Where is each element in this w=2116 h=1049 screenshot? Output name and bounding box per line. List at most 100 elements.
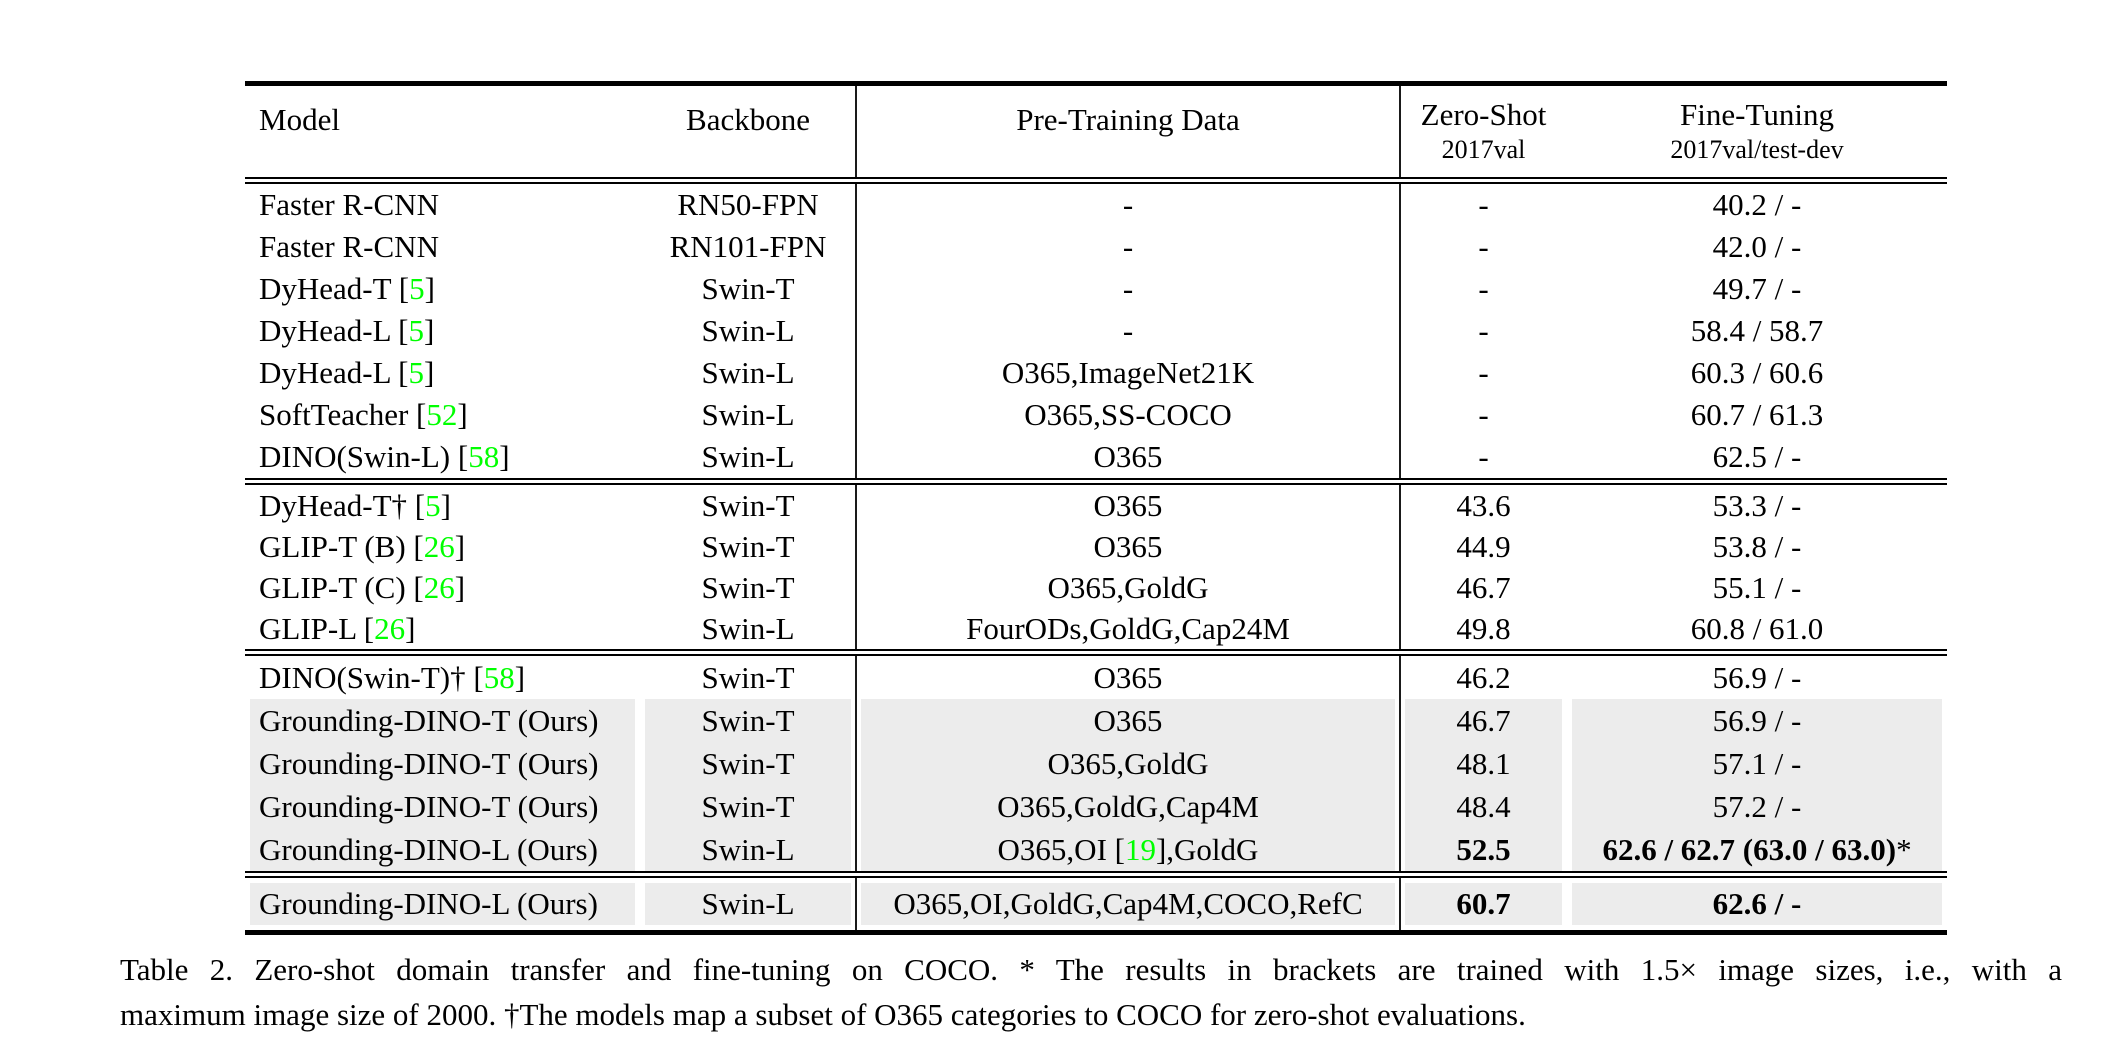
cell-pretraining-data: - xyxy=(1122,187,1134,222)
cell-backbone: Swin-L xyxy=(701,397,795,432)
cell-fine-tuning-value: 42.0 / - xyxy=(1712,229,1802,264)
cell-backbone: Swin-T xyxy=(640,742,856,785)
column-divider xyxy=(855,86,857,177)
cell-pretraining-data: O365,GoldG xyxy=(1047,569,1209,605)
cell-fine-tuning-value: 49.7 / - xyxy=(1712,271,1802,306)
caption-line-1: Table 2. Zero-shot domain transfer and f… xyxy=(120,952,2062,987)
cell-fine-tuning-value: 40.2 / - xyxy=(1712,187,1802,222)
table-header-row: Model Backbone Pre-Training Data Zero-Sh… xyxy=(245,86,1947,177)
cell-zero-shot-value: 48.4 xyxy=(1400,785,1567,828)
cell-pretraining-data: O365 xyxy=(1093,659,1163,695)
cell-zero-shot-value: - xyxy=(1478,313,1489,348)
column-header-zero-shot: Zero-Shot 2017val xyxy=(1400,98,1567,165)
cell-fine-tuning-value: 60.3 / 60.6 xyxy=(1690,355,1824,390)
caption-line-2: maximum image size of 2000. †The models … xyxy=(120,997,1526,1032)
table-row: DINO(Swin-T)† [58] Swin-T O365 46.2 56.9… xyxy=(245,656,1947,699)
table-row: Grounding-DINO-L (Ours) Swin-L O365,OI,G… xyxy=(245,883,1947,925)
cell-fine-tuning-value: 53.3 / - xyxy=(1712,487,1802,523)
cell-model: Grounding-DINO-L (Ours) xyxy=(245,883,640,925)
cell-pretraining-data: O365 xyxy=(1093,528,1163,564)
table-row: GLIP-L [26] Swin-L FourODs,GoldG,Cap24M … xyxy=(245,608,1947,649)
cell-zero-shot-value: - xyxy=(1478,397,1489,432)
results-table: Model Backbone Pre-Training Data Zero-Sh… xyxy=(245,81,1947,935)
cell-backbone: Swin-L xyxy=(701,313,795,348)
cell-model: DyHead-L [5] xyxy=(259,313,435,348)
cell-backbone: Swin-L xyxy=(640,883,856,925)
cell-model: DyHead-T† [5] xyxy=(259,487,451,523)
cell-backbone: Swin-L xyxy=(701,355,795,390)
table-row: DINO(Swin-L) [58] Swin-L O365 - 62.5 / - xyxy=(245,436,1947,478)
column-header-pretraining-data: Pre-Training Data xyxy=(1016,102,1240,138)
cell-backbone: RN50-FPN xyxy=(677,187,819,222)
cell-zero-shot-value: 48.1 xyxy=(1400,742,1567,785)
table-block-baselines: Faster R-CNN RN50-FPN - - 40.2 / - Faste… xyxy=(245,184,1947,478)
cell-fine-tuning-value: 58.4 / 58.7 xyxy=(1690,313,1824,348)
cell-zero-shot-value: - xyxy=(1478,187,1489,222)
fine-tuning-sublabel: 2017val/test-dev xyxy=(1670,135,1844,165)
column-divider xyxy=(1399,485,1401,649)
fine-tuning-label: Fine-Tuning xyxy=(1680,97,1834,133)
cell-model: GLIP-L [26] xyxy=(259,610,416,646)
cell-model: Faster R-CNN xyxy=(259,229,439,264)
block-separator-rule xyxy=(245,478,1947,485)
cell-zero-shot-value: 44.9 xyxy=(1456,528,1511,564)
cell-zero-shot-value: 52.5 xyxy=(1400,828,1567,871)
cell-model: DINO(Swin-T)† [58] xyxy=(259,659,526,695)
cell-pretraining-data: O365,GoldG xyxy=(856,742,1400,785)
cell-zero-shot-value: 43.6 xyxy=(1456,487,1511,523)
table-row: GLIP-T (C) [26] Swin-T O365,GoldG 46.7 5… xyxy=(245,567,1947,608)
column-divider xyxy=(855,184,857,478)
column-header-model: Model xyxy=(259,102,340,138)
cell-zero-shot-value: - xyxy=(1478,229,1489,264)
cell-fine-tuning-value: 62.6 / 62.7 (63.0 / 63.0)* xyxy=(1567,828,1947,871)
cell-model: Faster R-CNN xyxy=(259,187,439,222)
header-separator-rule xyxy=(245,177,1947,184)
cell-backbone: Swin-T xyxy=(701,528,795,564)
cell-pretraining-data: O365 xyxy=(1093,487,1163,523)
zero-shot-label: Zero-Shot xyxy=(1420,97,1547,133)
column-divider xyxy=(1399,86,1401,177)
cell-backbone: Swin-L xyxy=(640,828,856,871)
cell-fine-tuning-value: 56.9 / - xyxy=(1712,659,1802,695)
column-divider xyxy=(855,656,857,871)
zero-shot-sublabel: 2017val xyxy=(1441,135,1526,165)
cell-zero-shot-value: 49.8 xyxy=(1456,610,1511,646)
cell-pretraining-data: O365,ImageNet21K xyxy=(1001,355,1255,390)
cell-pretraining-data: O365,OI,GoldG,Cap4M,COCO,RefC xyxy=(856,883,1400,925)
table-row: Grounding-DINO-T (Ours) Swin-T O365,Gold… xyxy=(245,742,1947,785)
cell-backbone: Swin-T xyxy=(701,487,795,523)
table-block-zero-shot-baselines: DyHead-T† [5] Swin-T O365 43.6 53.3 / - … xyxy=(245,485,1947,649)
cell-fine-tuning-value: 53.8 / - xyxy=(1712,528,1802,564)
cell-fine-tuning-value: 60.7 / 61.3 xyxy=(1690,397,1824,432)
cell-fine-tuning-value: 62.6 / - xyxy=(1567,883,1947,925)
cell-backbone: Swin-T xyxy=(640,699,856,742)
cell-pretraining-data: - xyxy=(1122,313,1134,348)
cell-pretraining-data: O365,OI [19],GoldG xyxy=(856,828,1400,871)
table-block-final-row: Grounding-DINO-L (Ours) Swin-L O365,OI,G… xyxy=(245,878,1947,930)
cell-fine-tuning-value: 62.5 / - xyxy=(1712,439,1802,474)
cell-zero-shot-value: 60.7 xyxy=(1400,883,1567,925)
cell-pretraining-data: O365,SS-COCO xyxy=(1024,397,1232,432)
table-row: Faster R-CNN RN50-FPN - - 40.2 / - xyxy=(245,184,1947,226)
cell-zero-shot-value: - xyxy=(1478,439,1489,474)
cell-model: GLIP-T (B) [26] xyxy=(259,528,466,564)
column-header-fine-tuning: Fine-Tuning 2017val/test-dev xyxy=(1567,98,1947,165)
cell-model: Grounding-DINO-T (Ours) xyxy=(245,742,640,785)
table-bottom-rule xyxy=(245,930,1947,935)
cell-zero-shot-value: 46.7 xyxy=(1456,569,1511,605)
table-block-grounding-dino: DINO(Swin-T)† [58] Swin-T O365 46.2 56.9… xyxy=(245,656,1947,871)
cell-model: DINO(Swin-L) [58] xyxy=(259,439,510,474)
cell-backbone: RN101-FPN xyxy=(669,229,827,264)
cell-fine-tuning-value: 55.1 / - xyxy=(1712,569,1802,605)
cell-fine-tuning-value: 60.8 / 61.0 xyxy=(1690,610,1824,646)
column-divider xyxy=(855,485,857,649)
table-row: DyHead-L [5] Swin-L - - 58.4 / 58.7 xyxy=(245,310,1947,352)
cell-backbone: Swin-T xyxy=(701,271,795,306)
block-separator-rule xyxy=(245,649,1947,656)
table-row: Grounding-DINO-L (Ours) Swin-L O365,OI [… xyxy=(245,828,1947,871)
column-divider xyxy=(1399,878,1401,930)
column-header-backbone: Backbone xyxy=(686,102,810,138)
cell-backbone: Swin-T xyxy=(701,659,795,695)
cell-model: DyHead-L [5] xyxy=(259,355,435,390)
